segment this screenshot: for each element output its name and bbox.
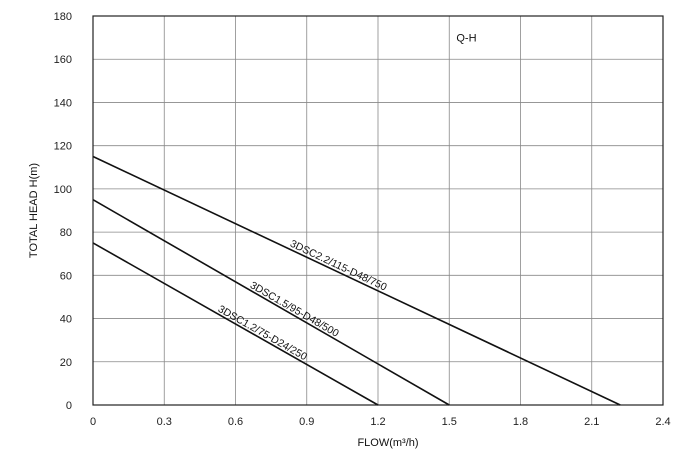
y-axis-title: TOTAL HEAD H(m) bbox=[28, 163, 40, 258]
x-tick-label: 2.1 bbox=[584, 416, 599, 428]
x-tick-label: 0.9 bbox=[299, 416, 314, 428]
y-tick-label: 20 bbox=[60, 357, 72, 369]
qh-annotation: Q-H bbox=[456, 33, 476, 45]
x-axis-title: FLOW(m³/h) bbox=[357, 437, 418, 449]
y-tick-label: 40 bbox=[60, 314, 72, 326]
series-lines bbox=[92, 155, 621, 406]
y-tick-label: 160 bbox=[54, 54, 72, 66]
x-tick-label: 0 bbox=[90, 416, 96, 428]
series-line bbox=[92, 155, 621, 406]
x-tick-label: 1.2 bbox=[370, 416, 385, 428]
series-line bbox=[92, 242, 379, 406]
y-tick-label: 100 bbox=[54, 184, 72, 196]
x-axis-ticks: 0 0.3 0.6 0.9 1.2 1.5 1.8 2.1 2.4 bbox=[90, 416, 671, 428]
plot-frame bbox=[92, 15, 664, 406]
x-tick-label: 0.3 bbox=[157, 416, 172, 428]
x-tick-label: 2.4 bbox=[655, 416, 670, 428]
x-tick-label: 0.6 bbox=[228, 416, 243, 428]
y-tick-label: 0 bbox=[66, 400, 72, 412]
series-label: 3DSC2.2/115-D48/750 bbox=[288, 238, 389, 294]
y-tick-label: 60 bbox=[60, 270, 72, 282]
series-labels: 3DSC2.2/115-D48/7503DSC1.5/95-D48/5003DS… bbox=[216, 238, 389, 363]
y-tick-label: 140 bbox=[54, 97, 72, 109]
y-axis-ticks: 0 20 40 60 80 100 120 140 160 180 bbox=[54, 11, 72, 412]
x-tick-label: 1.5 bbox=[442, 416, 457, 428]
series-line bbox=[92, 199, 450, 406]
y-tick-label: 120 bbox=[54, 141, 72, 153]
y-tick-label: 80 bbox=[60, 227, 72, 239]
grid bbox=[93, 16, 663, 405]
y-tick-label: 180 bbox=[54, 11, 72, 23]
x-tick-label: 1.8 bbox=[513, 416, 528, 428]
